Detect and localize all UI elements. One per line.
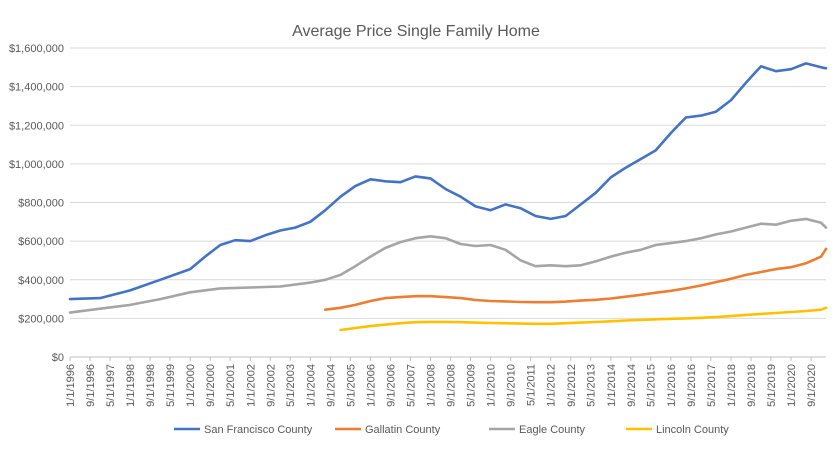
- x-tick-label: 5/1/1999: [165, 364, 177, 407]
- legend-label: Eagle County: [519, 424, 586, 436]
- x-tick-label: 5/1/2001: [225, 364, 237, 407]
- x-tick-label: 1/1/2018: [726, 364, 738, 407]
- y-tick-label: $200,000: [18, 313, 64, 325]
- x-tick-label: 1/1/2000: [185, 364, 197, 407]
- x-tick-label: 1/1/1998: [125, 364, 137, 407]
- x-tick-label: 5/1/2015: [646, 364, 658, 407]
- chart-title: Average Price Single Family Home: [292, 23, 540, 40]
- x-tick-label: 5/1/2019: [766, 364, 778, 407]
- legend: San Francisco County Gallatin County Eagle…: [174, 424, 729, 436]
- x-tick-label: 5/1/2011: [526, 364, 538, 406]
- y-tick-label: $0: [52, 352, 64, 364]
- x-tick-label: 9/1/1996: [85, 364, 97, 407]
- x-tick-label: 9/1/2018: [746, 364, 758, 407]
- x-tick-label: 1/1/1996: [65, 364, 77, 407]
- x-tick-label: 1/1/2014: [606, 364, 618, 407]
- y-tick-label: $1,600,000: [9, 43, 64, 55]
- x-tick-label: 9/1/1998: [145, 364, 157, 407]
- x-tick-label: 9/1/2010: [506, 364, 518, 407]
- series-line: [68, 217, 828, 314]
- series-line: [339, 306, 828, 332]
- x-axis: 1/1/1996 9/1/1996 5/1/1997 1/1/1998 9/1/1998…: [65, 357, 818, 407]
- x-tick-label: 5/1/2013: [586, 364, 598, 407]
- x-tick-label: 9/1/2014: [626, 364, 638, 407]
- legend-label: San Francisco County: [204, 424, 313, 436]
- x-tick-label: 9/1/2008: [446, 364, 458, 407]
- x-tick-label: 9/1/2000: [205, 364, 217, 407]
- x-tick-label: 9/1/2006: [385, 364, 397, 407]
- x-tick-label: 5/1/2017: [706, 364, 718, 407]
- x-tick-label: 1/1/2016: [666, 364, 678, 407]
- x-tick-label: 5/1/1997: [105, 364, 117, 407]
- x-tick-label: 1/1/2006: [365, 364, 377, 407]
- x-tick-label: 1/1/2004: [305, 364, 317, 407]
- x-tick-label: 9/1/2012: [566, 364, 578, 407]
- x-tick-label: 5/1/2005: [345, 364, 357, 407]
- x-tick-label: 5/1/2003: [285, 364, 297, 407]
- y-tick-label: $1,000,000: [9, 159, 64, 171]
- x-tick-label: 1/1/2010: [486, 364, 498, 407]
- x-tick-label: 9/1/2004: [325, 364, 337, 407]
- gridlines: [70, 47, 826, 358]
- x-tick-label: 1/1/2020: [786, 364, 798, 407]
- x-tick-label: 9/1/2002: [265, 364, 277, 407]
- x-tick-label: 9/1/2020: [806, 364, 818, 407]
- series-line: [323, 247, 828, 312]
- x-tick-label: 5/1/2009: [465, 364, 477, 407]
- y-tick-label: $800,000: [18, 198, 64, 210]
- series-lines: [68, 62, 828, 332]
- y-tick-label: $1,200,000: [9, 120, 64, 132]
- legend-label: Gallatin County: [365, 424, 441, 436]
- x-tick-label: 9/1/2016: [686, 364, 698, 407]
- x-tick-label: 5/1/2007: [405, 364, 417, 407]
- y-tick-label: $600,000: [18, 236, 64, 248]
- legend-label: Lincoln County: [656, 424, 729, 436]
- x-tick-label: 1/1/2008: [426, 364, 438, 407]
- x-tick-label: 1/1/2012: [546, 364, 558, 407]
- series-line: [68, 62, 828, 301]
- y-axis: $0 $200,000 $400,000 $600,000 $800,000 $1,000…: [9, 43, 64, 364]
- y-tick-label: $400,000: [18, 275, 64, 287]
- y-tick-label: $1,400,000: [9, 82, 64, 94]
- x-tick-label: 1/1/2002: [245, 364, 257, 407]
